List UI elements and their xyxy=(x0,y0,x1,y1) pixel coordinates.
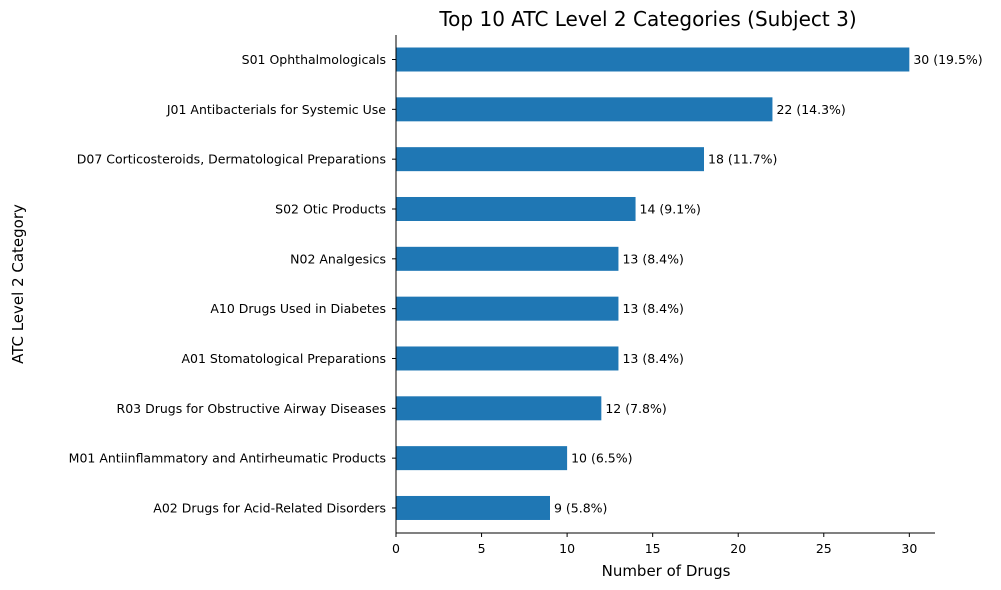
category-label: S02 Otic Products xyxy=(275,201,386,216)
y-axis-label: ATC Level 2 Category xyxy=(9,204,27,364)
category-label: A10 Drugs Used in Diabetes xyxy=(210,301,386,316)
x-tick-label: 30 xyxy=(901,541,917,556)
data-label: 14 (9.1%) xyxy=(640,201,701,216)
bar xyxy=(396,396,602,421)
bar xyxy=(396,196,636,221)
category-label: J01 Antibacterials for Systemic Use xyxy=(166,102,386,117)
data-label: 12 (7.8%) xyxy=(605,401,666,416)
data-label: 13 (8.4%) xyxy=(622,301,683,316)
x-axis-ticks: 0 5 10 15 20 25 30 xyxy=(392,533,917,556)
x-tick-label: 10 xyxy=(559,541,575,556)
bar xyxy=(396,97,773,122)
x-tick-label: 25 xyxy=(816,541,832,556)
data-label: 22 (14.3%) xyxy=(776,102,845,117)
category-label: D07 Corticosteroids, Dermatological Prep… xyxy=(77,152,386,167)
bar xyxy=(396,346,619,371)
bars-group xyxy=(396,47,910,520)
bar xyxy=(396,296,619,321)
bar xyxy=(396,446,568,471)
x-tick-label: 15 xyxy=(645,541,661,556)
data-label: 9 (5.8%) xyxy=(554,500,607,515)
category-label: S01 Ophthalmologicals xyxy=(242,52,386,67)
data-label: 18 (11.7%) xyxy=(708,152,777,167)
category-label: M01 Antiinflammatory and Antirheumatic P… xyxy=(69,451,386,466)
data-label: 10 (6.5%) xyxy=(571,451,632,466)
x-tick-label: 0 xyxy=(392,541,400,556)
category-label: A02 Drugs for Acid-Related Disorders xyxy=(153,500,386,515)
x-axis-label: Number of Drugs xyxy=(602,562,731,580)
bar xyxy=(396,47,910,72)
data-label: 30 (19.5%) xyxy=(913,52,982,67)
x-tick-label: 5 xyxy=(478,541,486,556)
data-labels: 30 (19.5%) 22 (14.3%) 18 (11.7%) 14 (9.1%) 1… xyxy=(554,52,983,515)
bar xyxy=(396,246,619,271)
x-tick-label: 20 xyxy=(730,541,746,556)
bar xyxy=(396,147,704,172)
chart-title: Top 10 ATC Level 2 Categories (Subject 3… xyxy=(438,7,856,31)
bar xyxy=(396,495,550,520)
category-label: A01 Stomatological Preparations xyxy=(181,351,386,366)
category-label: N02 Analgesics xyxy=(290,251,386,266)
category-label: R03 Drugs for Obstructive Airway Disease… xyxy=(117,401,386,416)
data-label: 13 (8.4%) xyxy=(622,351,683,366)
category-labels: S01 Ophthalmologicals J01 Antibacterials … xyxy=(69,52,396,515)
data-label: 13 (8.4%) xyxy=(622,251,683,266)
